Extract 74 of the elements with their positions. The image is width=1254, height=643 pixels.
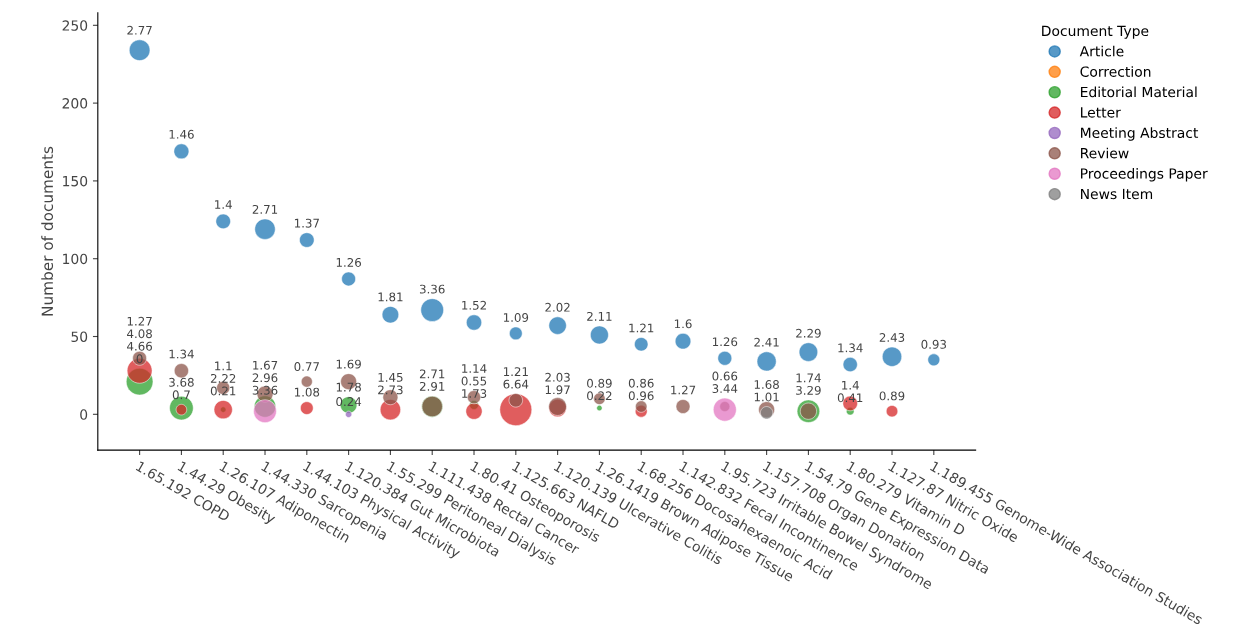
annotation: 2.41	[754, 337, 779, 347]
annotation: 0.7	[172, 390, 190, 400]
annotation: 1.6	[674, 319, 692, 329]
annotation: 1.09	[503, 313, 529, 322]
annotation: 1.34	[169, 349, 194, 359]
annotation: 4.66	[127, 341, 153, 351]
annotation: 1.52	[462, 300, 486, 310]
annotation: 0.41	[837, 393, 863, 403]
annotation: 0.93	[921, 339, 947, 349]
annotation: 4.08	[127, 329, 152, 339]
annotation: 2.71	[419, 369, 445, 379]
legend-label: News Item	[1081, 188, 1153, 200]
annotation: 2.91	[419, 381, 445, 391]
annotation: 0.55	[461, 376, 487, 386]
annotation: 2.02	[545, 302, 570, 312]
annotation: 2.29	[796, 328, 821, 338]
legend-title: Document Type	[1042, 25, 1149, 39]
annotation: 3.68	[169, 377, 194, 387]
annotation: 1.27	[127, 316, 152, 326]
annotation: 1.27	[671, 385, 696, 395]
y-tick-label: 50	[71, 331, 88, 342]
annotation: 1.26	[336, 257, 362, 267]
annotation: 1.21	[503, 367, 528, 376]
annotation: 1.81	[378, 292, 403, 302]
annotation: 2.73	[378, 385, 403, 395]
annotation: 1.34	[838, 343, 863, 353]
annotation: 1.37	[294, 218, 319, 228]
y-tick-label: 150	[63, 175, 88, 187]
y-axis-title: Number of documents	[41, 146, 54, 316]
annotation: 0	[136, 354, 143, 364]
annotation: 1.4	[842, 380, 859, 390]
annotation: 1.45	[378, 373, 403, 382]
annotation: 1.14	[462, 364, 487, 373]
annotation: 1.69	[336, 359, 361, 369]
legend-label: Review	[1081, 147, 1129, 159]
legend-label: Meeting Abstract	[1081, 127, 1199, 141]
annotation: 1.08	[294, 387, 320, 397]
annotation: 0.77	[294, 362, 319, 372]
annotation: 6.64	[503, 379, 529, 389]
annotation: 1.68	[754, 380, 779, 389]
annotation: 1.46	[169, 129, 194, 139]
annotation: 0.89	[587, 378, 612, 388]
annotation: 1.26	[712, 337, 738, 347]
annotation: 1.67	[253, 360, 278, 370]
annotation: 1.74	[796, 373, 821, 383]
annotation: 2.71	[252, 204, 278, 214]
annotation: 1.78	[336, 382, 361, 392]
annotation: 3.44	[712, 384, 738, 394]
annotation: 1.1	[215, 361, 232, 371]
legend-label: Letter	[1081, 107, 1121, 118]
y-tick-label: 100	[63, 253, 88, 265]
annotation: 0.89	[879, 391, 905, 401]
annotation: 1.97	[545, 385, 570, 395]
annotation: 2.96	[252, 373, 278, 383]
annotation: 2.43	[879, 333, 905, 342]
y-tick-label: 250	[62, 20, 88, 31]
legend-label: Article	[1079, 45, 1124, 57]
legend-label: Correction	[1080, 66, 1151, 77]
annotation: 2.22	[210, 373, 236, 383]
annotation: 0.86	[628, 378, 654, 388]
annotation: 1.01	[754, 392, 779, 402]
y-tick-label: 200	[62, 98, 88, 109]
legend-label: Editorial Material	[1081, 86, 1197, 98]
y-tick-label: 0	[80, 409, 88, 420]
annotation: 0.66	[712, 371, 738, 381]
annotation: 3.29	[796, 385, 821, 395]
legend-label: Proceedings Paper	[1081, 168, 1208, 182]
annotation: 3.36	[419, 284, 445, 294]
annotation: 2.11	[587, 311, 612, 321]
annotation: 1.21	[629, 323, 654, 333]
annotation: 2.77	[127, 25, 152, 35]
annotation: 1.4	[215, 200, 232, 209]
annotation: 2.03	[545, 372, 570, 382]
annotation: 0.96	[628, 391, 654, 401]
